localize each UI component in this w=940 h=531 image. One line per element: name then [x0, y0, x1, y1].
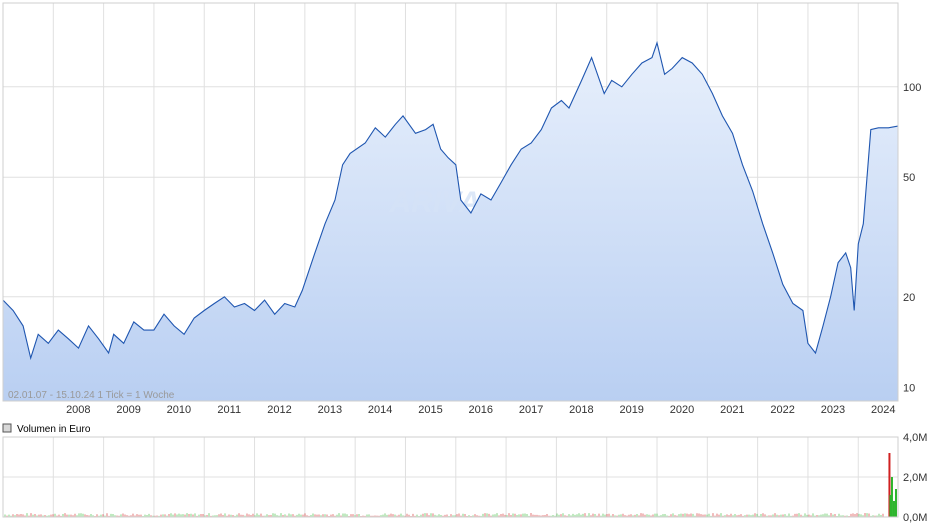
price-x-tick-label: 2023 [821, 404, 845, 416]
volume-plot-border [2, 436, 899, 518]
volume-y-tick-label: 4,0M [903, 432, 927, 444]
price-y-tick-label: 20 [903, 292, 915, 304]
volume-grid [3, 436, 898, 518]
price-x-tick-label: 2022 [770, 404, 794, 416]
price-x-tick-label: 2012 [267, 404, 291, 416]
price-x-tick-label: 2021 [720, 404, 744, 416]
price-x-tick-label: 2019 [619, 404, 643, 416]
volume-bar [888, 453, 891, 517]
volume-legend-label: Volumen in Euro [17, 424, 91, 435]
price-x-tick-label: 2014 [368, 404, 392, 416]
price-x-tick-label: 2008 [66, 404, 90, 416]
volume-bar [890, 477, 893, 517]
volume-y-tick-label: 0,0M [903, 512, 927, 524]
volume-bar [894, 489, 897, 517]
price-x-tick-label: 2010 [167, 404, 191, 416]
price-y-tick-label: 50 [903, 172, 915, 184]
price-y-tick-label: 100 [903, 82, 921, 94]
price-y-tick-label: 10 [903, 382, 915, 394]
price-x-tick-label: 2009 [116, 404, 140, 416]
price-x-tick-label: 2015 [418, 404, 442, 416]
price-x-tick-label: 2013 [318, 404, 342, 416]
price-x-tick-label: 2020 [670, 404, 694, 416]
volume-bars [4, 453, 897, 517]
price-frame [2, 2, 899, 402]
price-x-tick-label: 2017 [519, 404, 543, 416]
volume-y-axis: 4,0M 2,0M 0,0M [903, 432, 927, 524]
price-y-axis: 100 50 20 10 [903, 82, 921, 394]
volume-y-tick-label: 2,0M [903, 472, 927, 484]
watermark: ARIVA [388, 186, 480, 219]
price-x-tick-label: 2018 [569, 404, 593, 416]
price-plot-border [2, 2, 899, 402]
price-x-tick-label: 2016 [469, 404, 493, 416]
price-line [2, 40, 899, 361]
price-x-tick-label: 2024 [871, 404, 895, 416]
price-area [3, 42, 898, 402]
volume-bar [892, 501, 895, 517]
price-x-axis: 2008 2009 2010 2011 2012 2013 2014 2015 2016 2017… [66, 404, 895, 416]
price-x-tick-label: 2011 [217, 404, 241, 416]
info-label: 02.01.07 - 15.10.24 1 Tick = 1 Woche [8, 390, 175, 401]
volume-frame [2, 436, 899, 518]
volume-bar [889, 495, 892, 517]
volume-legend: Volumen in Euro [2, 423, 91, 435]
